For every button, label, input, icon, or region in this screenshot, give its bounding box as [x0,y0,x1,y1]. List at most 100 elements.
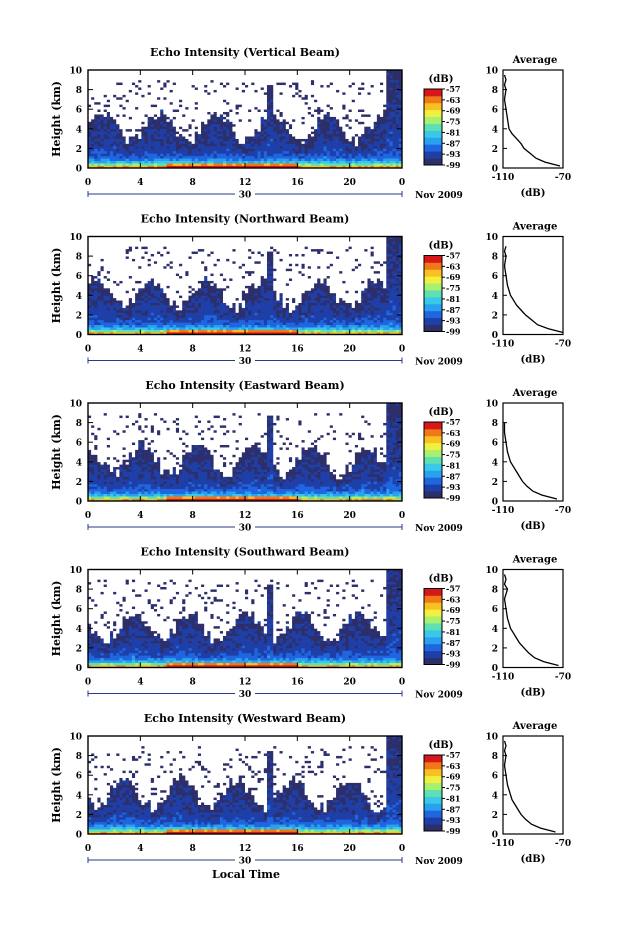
heatmap-cell [144,263,149,267]
heatmap-cell [201,145,205,149]
heatmap-cell [106,148,111,152]
heatmap-cell [251,123,255,127]
heatmap-cell [201,131,205,135]
heatmap-cell [260,109,265,112]
day-label-bg [235,189,255,199]
heatmap-cell [392,106,397,110]
heatmap-cell [301,74,306,78]
heatmap-cell [175,74,180,78]
heatmap-cell [326,99,331,103]
heatmap-cell [229,165,233,169]
heatmap-cell [91,74,95,78]
heatmap-cell [172,155,177,159]
heatmap-cell [398,70,403,73]
heatmap-cell [361,79,365,83]
heatmap-cell [144,87,149,90]
heatmap-cell [204,165,208,169]
heatmap-cell [113,256,117,259]
heatmap-cell [91,310,95,313]
heatmap-cell [336,143,340,147]
heatmap-cell [147,136,152,139]
heatmap-cell [172,138,177,142]
heatmap-cell [109,123,114,127]
heatmap-cell [276,123,280,127]
heatmap-cell [128,70,133,73]
heatmap-cell [160,119,164,122]
heatmap-cell [125,155,130,159]
heatmap-cell [135,111,139,115]
heatmap-cell [235,111,240,115]
heatmap-cell [131,261,136,264]
heatmap-cell [276,145,280,149]
heatmap-cell [106,251,111,254]
heatmap-cell [285,99,290,103]
heatmap-cell [147,77,152,81]
heatmap-cell [119,70,123,73]
heatmap-cell [301,126,306,130]
heatmap-cell [367,136,371,139]
heatmap-cell [128,332,133,335]
heatmap-cell [97,246,101,250]
heatmap-cell [332,145,337,149]
heatmap-cell [251,82,255,86]
heatmap-cell [109,253,114,257]
heatmap-cell [232,94,236,98]
heatmap-cell [270,74,274,78]
heatmap-cell [288,163,293,166]
heatmap-cell [188,72,192,76]
heatmap-cell [135,104,139,108]
heatmap-cell [166,165,170,169]
heatmap-cell [131,104,136,108]
heatmap-cell [97,165,101,169]
heatmap-cell [263,70,268,73]
heatmap-cell [197,148,202,152]
heatmap-cell [207,131,211,135]
heatmap-cell [219,165,224,169]
heatmap-cell [160,148,164,152]
heatmap-cell [336,126,340,130]
heatmap-cell [251,72,255,76]
heatmap-cell [153,278,158,281]
heatmap-cell [317,145,321,149]
heatmap-cell [94,290,98,294]
heatmap-cell [216,94,221,98]
heatmap-cell [128,72,133,76]
heatmap-cell [314,136,318,139]
heatmap-cell [100,148,105,152]
heatmap-cell [150,106,155,110]
heatmap-cell [235,131,240,135]
heatmap-cell [175,128,180,132]
heatmap-cell [182,141,186,144]
heatmap-cell [263,150,268,154]
heatmap-cell [179,96,183,100]
heatmap-cell [317,143,321,147]
heatmap-cell [182,126,186,130]
heatmap-cell [263,94,268,98]
heatmap-cell [235,133,240,137]
heatmap-cell [106,273,111,277]
heatmap-cell [395,128,400,132]
heatmap-cell [97,111,101,115]
heatmap-cell [361,119,365,122]
heatmap-cell [336,133,340,137]
heatmap-cell [245,160,249,164]
heatmap-cell [201,158,205,161]
heatmap-cell [131,287,136,291]
heatmap-cell [175,99,180,103]
heatmap-cell [157,163,161,166]
heatmap-cell [100,123,105,127]
heatmap-cell [383,106,387,110]
heatmap-cell [103,275,108,279]
heatmap-cell [122,111,127,115]
heatmap-cell [88,126,92,130]
heatmap-cell [326,84,331,88]
heatmap-cell [332,92,337,95]
heatmap-cell [88,136,92,139]
heatmap-cell [248,99,252,103]
heatmap-cell [185,163,189,166]
heatmap-cell [373,96,378,100]
heatmap-cell [175,96,180,100]
heatmap-cell [229,126,233,130]
heatmap-cell [169,106,174,110]
heatmap-cell [380,89,384,93]
